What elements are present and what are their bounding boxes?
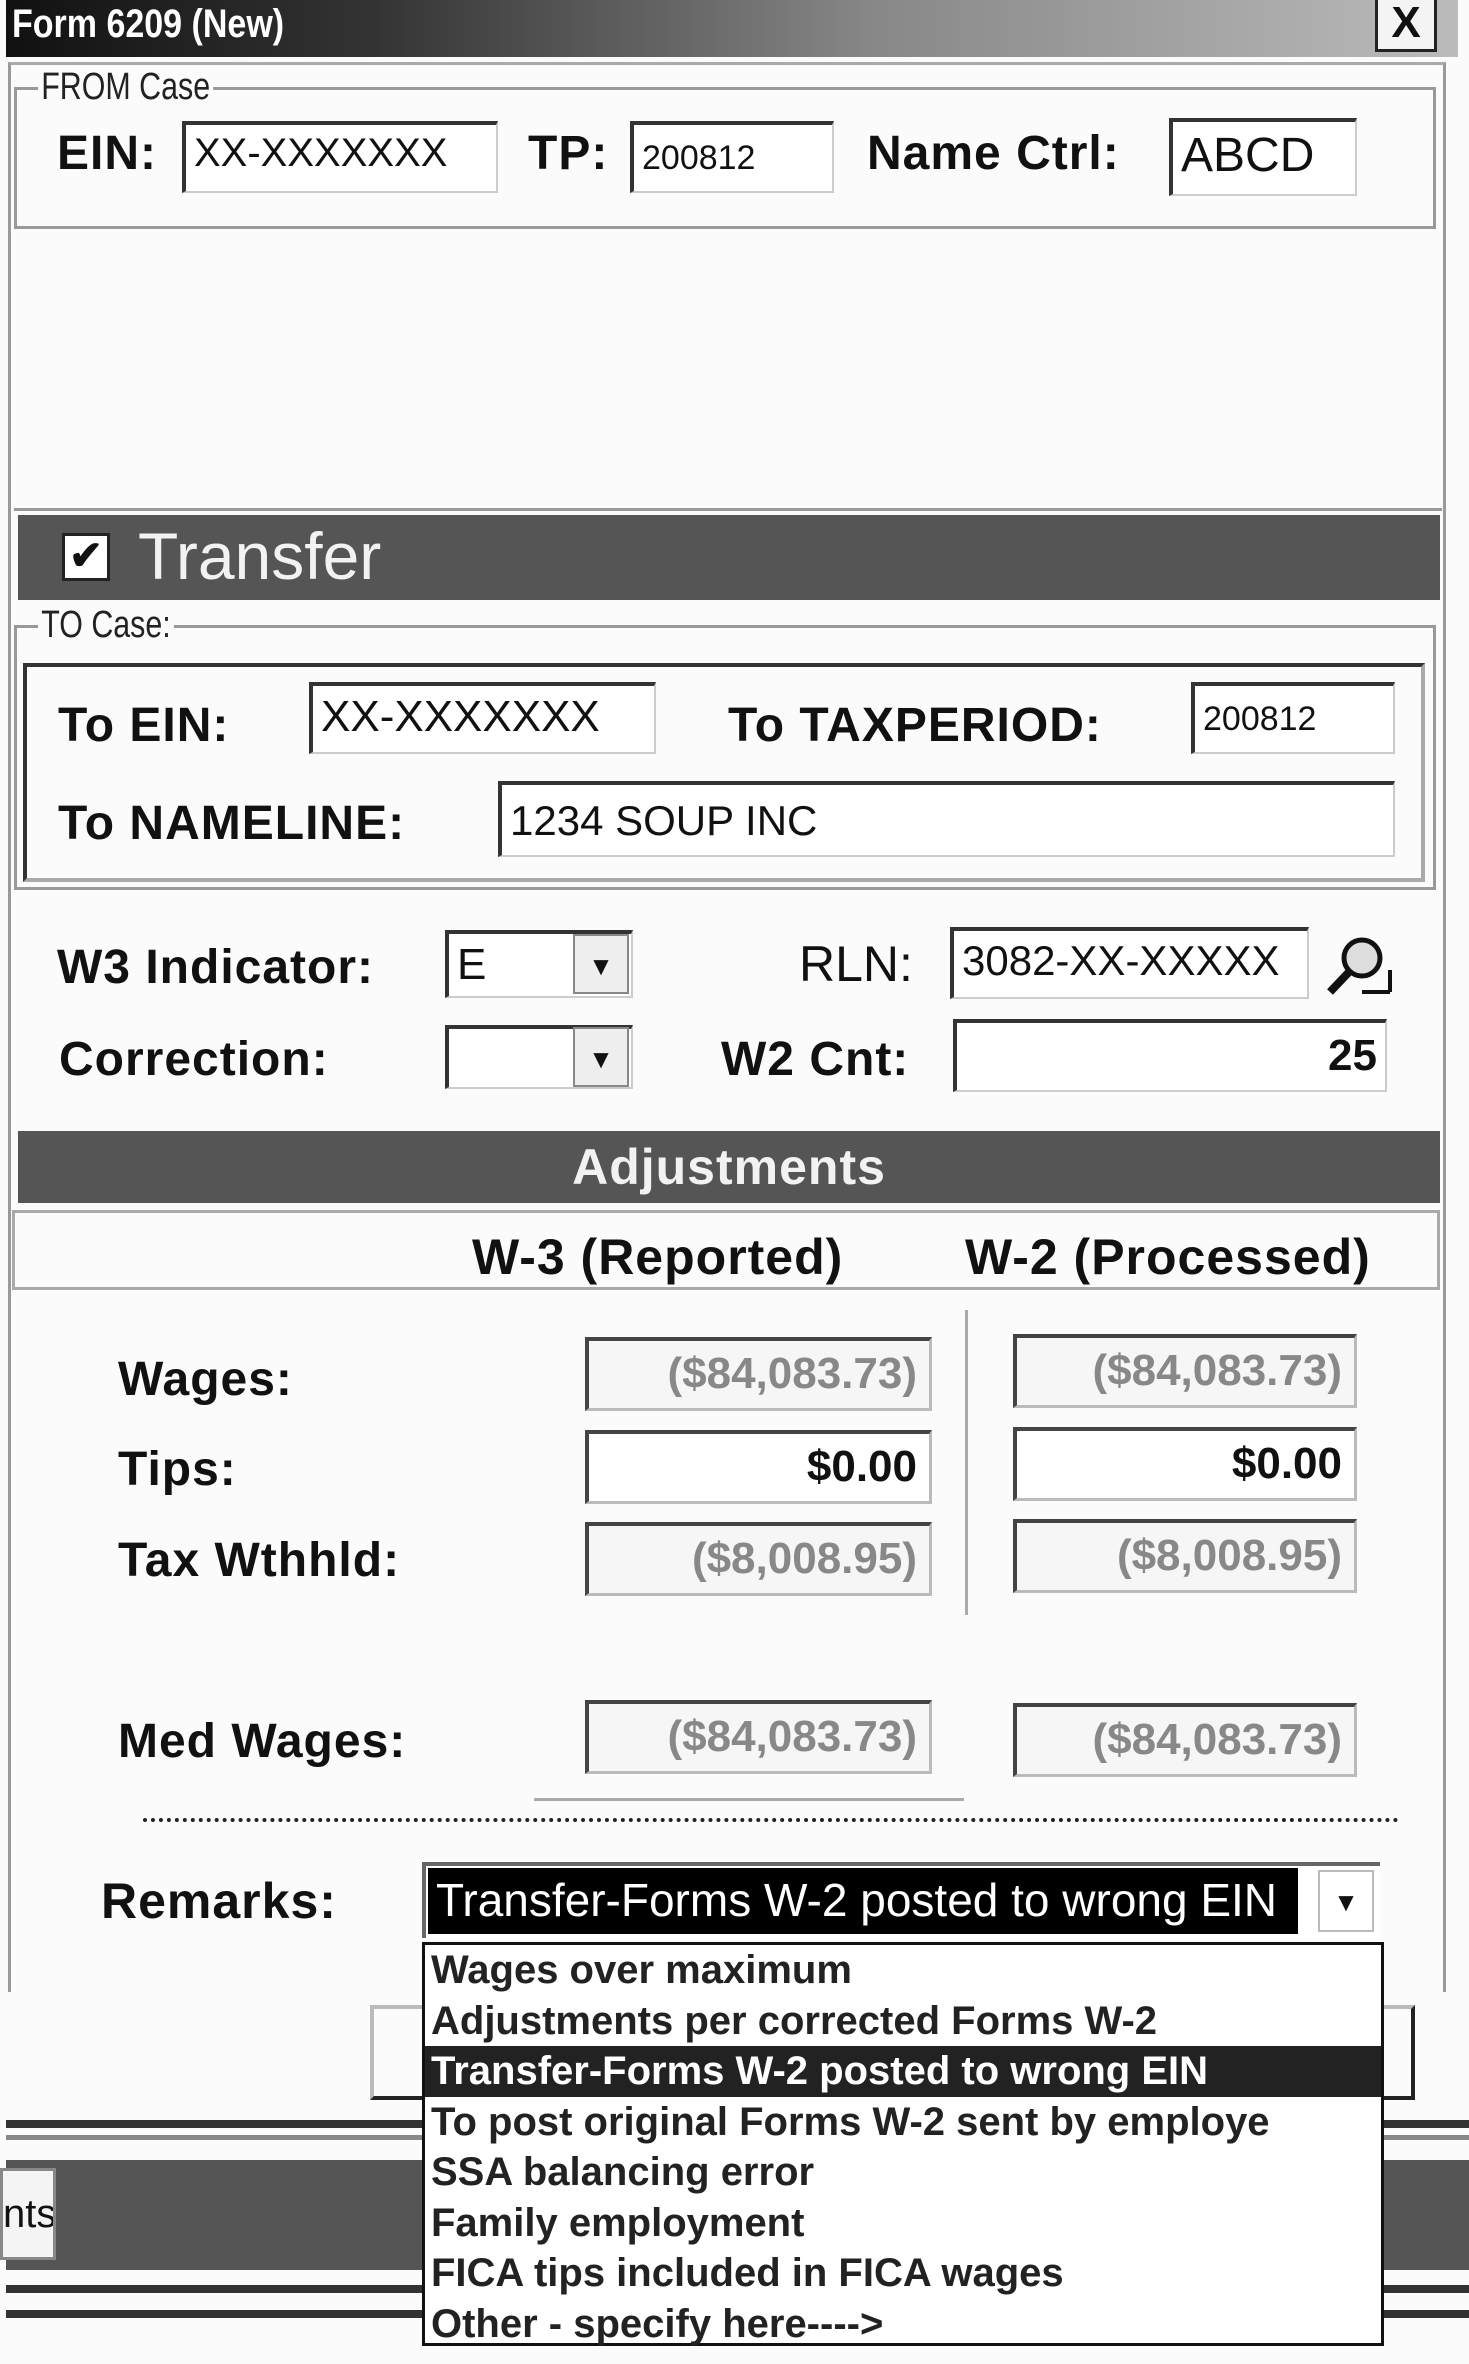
wages-w3-field[interactable]: ($84,083.73) — [585, 1337, 932, 1411]
remarks-option[interactable]: To post original Forms W-2 sent by emplo… — [431, 2099, 1270, 2144]
column-header-row — [12, 1210, 1440, 1290]
form-panel — [8, 62, 1446, 1992]
dotted-divider — [143, 1818, 1399, 1822]
tips-label: Tips: — [118, 1443, 237, 1496]
to-taxperiod-input[interactable]: 200812 — [1191, 682, 1395, 754]
to-nameline-input[interactable]: 1234 SOUP INC — [498, 781, 1395, 857]
to-case-legend: TO Case: — [38, 604, 174, 647]
tp-label: TP: — [528, 127, 609, 180]
to-case-group — [14, 625, 1436, 890]
ein-input[interactable]: XX-XXXXXXX — [182, 121, 498, 193]
adjustments-header: Adjustments — [18, 1131, 1440, 1203]
to-ein-label: To EIN: — [58, 699, 230, 752]
rln-label: RLN: — [799, 936, 913, 992]
to-ein-input[interactable]: XX-XXXXXXX — [309, 682, 656, 754]
correction-label: Correction: — [59, 1033, 329, 1086]
tax-withheld-w2-field[interactable]: ($8,008.95) — [1013, 1519, 1357, 1593]
name-ctrl-label: Name Ctrl: — [867, 127, 1120, 180]
rln-input[interactable]: 3082-XX-XXXXX — [950, 927, 1309, 999]
chevron-down-icon[interactable]: ▼ — [573, 934, 629, 994]
w2-cnt-label: W2 Cnt: — [721, 1033, 910, 1086]
ein-label: EIN: — [57, 127, 157, 180]
to-nameline-label: To NAMELINE: — [58, 797, 406, 850]
remarks-option[interactable]: Adjustments per corrected Forms W-2 — [431, 1998, 1158, 2043]
chevron-down-icon[interactable]: ▼ — [1318, 1870, 1374, 1932]
col-w3-header: W-3 (Reported) — [472, 1229, 844, 1285]
name-ctrl-input[interactable]: ABCD — [1169, 118, 1357, 196]
window-title: Form 6209 (New) — [12, 2, 285, 46]
transfer-checkbox[interactable]: ✔ — [62, 533, 110, 581]
from-case-legend: FROM Case — [38, 66, 214, 109]
wages-w2-field[interactable]: ($84,083.73) — [1013, 1334, 1357, 1408]
tax-withheld-label: Tax Wthhld: — [118, 1534, 401, 1587]
remarks-option[interactable]: SSA balancing error — [431, 2150, 815, 2194]
med-wages-w3-field[interactable]: ($84,083.73) — [585, 1700, 932, 1774]
to-case-inner — [23, 663, 1425, 882]
remarks-option-highlighted[interactable]: Transfer-Forms W-2 posted to wrong EIN — [425, 2046, 1381, 2097]
wages-label: Wages: — [118, 1353, 293, 1406]
remarks-label: Remarks: — [101, 1873, 337, 1929]
w3-indicator-label: W3 Indicator: — [57, 941, 375, 994]
tips-w2-field[interactable]: $0.00 — [1013, 1427, 1357, 1501]
w3-indicator-value: E — [457, 940, 487, 989]
magnifier-icon[interactable] — [1322, 930, 1394, 1002]
remarks-selected-value: Transfer-Forms W-2 posted to wrong EIN — [428, 1868, 1298, 1934]
transfer-label: Transfer — [138, 519, 382, 593]
remarks-option[interactable]: Other - specify here----> — [431, 2301, 884, 2346]
close-button[interactable]: X — [1375, 0, 1437, 52]
divider — [534, 1798, 964, 1801]
tp-input[interactable]: 200812 — [630, 121, 834, 193]
remarks-option[interactable]: FICA tips included in FICA wages — [431, 2251, 1064, 2295]
column-separator — [965, 1310, 968, 1615]
chevron-down-icon[interactable]: ▼ — [573, 1027, 629, 1087]
divider — [14, 508, 1442, 511]
from-case-group — [14, 87, 1436, 229]
title-bar — [6, 0, 1458, 57]
w2-cnt-input[interactable]: 25 — [953, 1019, 1387, 1092]
remarks-dropdown-list: Wages over maximum Adjustments per corre… — [422, 1942, 1384, 2346]
transfer-bar — [18, 515, 1440, 600]
remarks-option[interactable]: Wages over maximum — [431, 1948, 852, 1992]
to-taxperiod-label: To TAXPERIOD: — [728, 699, 1102, 752]
tax-withheld-w3-field[interactable]: ($8,008.95) — [585, 1522, 932, 1596]
med-wages-w2-field[interactable]: ($84,083.73) — [1013, 1703, 1357, 1777]
remarks-option[interactable]: Family employment — [431, 2200, 805, 2245]
med-wages-label: Med Wages: — [118, 1715, 407, 1768]
tips-w3-field[interactable]: $0.00 — [585, 1430, 932, 1504]
col-w2-header: W-2 (Processed) — [965, 1229, 1371, 1285]
background-tab[interactable]: nts — [0, 2168, 56, 2260]
